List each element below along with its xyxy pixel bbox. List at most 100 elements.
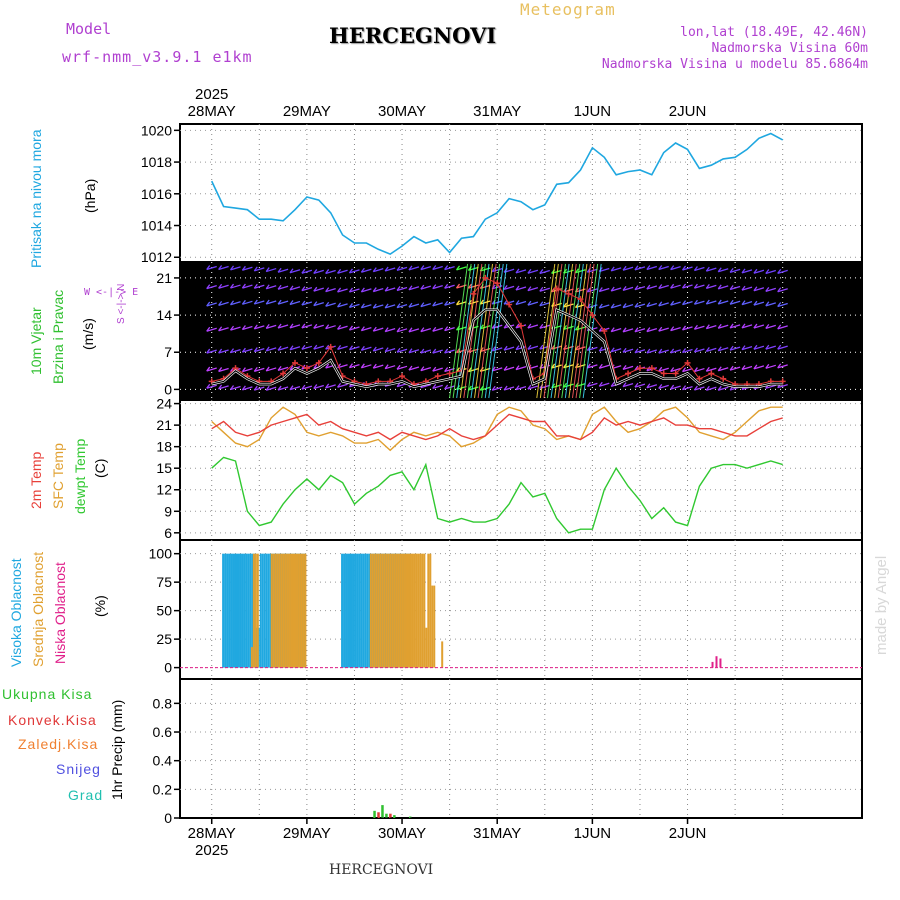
wind-arrow-head xyxy=(515,385,520,390)
wind-arrow xyxy=(349,288,360,293)
wind-arrow xyxy=(408,366,420,371)
x-date-label-bottom: 28MAY xyxy=(188,825,236,842)
wind-arrow xyxy=(325,325,336,330)
wind-arrow xyxy=(646,285,658,290)
wind-arrow xyxy=(658,265,669,271)
wind-arrow-head xyxy=(610,381,615,387)
wind-arrow xyxy=(682,300,693,306)
wind-hatch xyxy=(488,263,508,399)
wind-arrow xyxy=(206,285,217,290)
wind-arrow-head xyxy=(432,284,437,289)
wind-arrow xyxy=(718,386,729,391)
wind-arrow-head xyxy=(670,384,675,390)
wind-arrow xyxy=(765,302,776,307)
wind-arrow-head xyxy=(670,300,675,306)
temp-tick-label: 15 xyxy=(156,460,172,476)
wind-arrow-head xyxy=(265,267,270,272)
wind-arrow xyxy=(384,267,396,272)
wind-arrow xyxy=(420,265,432,271)
precip-total-bar xyxy=(393,815,396,818)
wind-arrow xyxy=(432,265,443,271)
temp-tick-label: 18 xyxy=(156,439,172,455)
precip-tick-label: 0.8 xyxy=(153,695,173,711)
wind-arrow xyxy=(337,345,348,350)
wind-arrow xyxy=(575,346,586,351)
wind-arrow-head xyxy=(717,267,722,273)
wind-arrow xyxy=(218,327,229,332)
wind-arrow xyxy=(289,324,301,329)
x-date-label-bottom: 29MAY xyxy=(283,825,331,842)
wind-arrow-head xyxy=(693,367,698,372)
wind-arrow-head xyxy=(658,265,663,270)
wind-arrow xyxy=(682,348,693,354)
wind-arrow-head xyxy=(705,346,710,352)
wind-hatch xyxy=(449,263,469,399)
wind-arrow xyxy=(765,384,776,389)
wind-speed-line xyxy=(211,308,783,388)
wind-arrow xyxy=(230,266,241,271)
wind-arrow xyxy=(242,266,253,271)
wind-arrow-head xyxy=(206,301,211,307)
wind-arrow xyxy=(646,349,658,354)
wind-arrow-head xyxy=(277,267,282,273)
dewpoint-line xyxy=(211,456,783,534)
wind-arrow xyxy=(456,326,467,331)
wind-arrow-head xyxy=(574,345,579,351)
cloud-high-bar xyxy=(245,553,248,668)
cloud-high-bar xyxy=(243,553,246,668)
wind-arrow xyxy=(230,284,241,289)
wind-arrow xyxy=(527,287,539,292)
wind-arrow xyxy=(301,286,313,292)
wind-arrow xyxy=(408,349,420,354)
wind-gust-point xyxy=(625,370,632,377)
cloud-mid-bar xyxy=(379,553,382,668)
wind-arrow xyxy=(408,328,420,333)
wind-arrow-head xyxy=(527,286,532,292)
wind-arrow-head xyxy=(229,348,235,354)
cloud-mid-bar xyxy=(403,553,406,668)
wind-arrow-head xyxy=(753,268,758,274)
wind-arrow xyxy=(289,346,301,351)
wind-arrow xyxy=(325,384,336,389)
cloud-high-bar xyxy=(239,553,242,668)
wind-arrow-head xyxy=(289,268,294,274)
wind-arrow-head xyxy=(717,323,722,329)
wind-gust-point xyxy=(518,322,524,329)
wind-arrow xyxy=(587,346,598,352)
wind-arrow-head xyxy=(705,385,710,391)
wind-arrow-head xyxy=(622,265,627,271)
x-date-label-top: 31MAY xyxy=(473,103,521,120)
wind-arrow xyxy=(206,367,217,372)
wind-arrow xyxy=(694,266,705,272)
wind-arrow xyxy=(206,302,217,307)
wind-arrow xyxy=(753,269,765,274)
sfc-temp-line xyxy=(211,406,783,452)
wind-arrow-head xyxy=(765,269,770,274)
wind-arrow-head xyxy=(765,363,770,369)
wind-arrow-head xyxy=(444,265,449,270)
temp-tick-label: 9 xyxy=(164,503,172,519)
model-altitude-label: Nadmorska Visina u modelu 85.6864m xyxy=(601,57,868,72)
wind-arrow xyxy=(313,269,324,275)
wind-gust-point xyxy=(280,370,287,377)
wind-arrow-head xyxy=(384,286,389,292)
wind-arrow xyxy=(706,347,717,353)
wind-arrow xyxy=(741,269,753,274)
wind-arrow xyxy=(301,301,313,306)
wind-arrow xyxy=(325,269,336,275)
wind-arrow-head xyxy=(372,267,377,273)
wind-arrow-head xyxy=(372,346,377,352)
wind-arrow xyxy=(420,366,432,372)
wind-arrow xyxy=(373,304,384,309)
cloud-mid-bar xyxy=(409,553,412,668)
cloud-mid-bar xyxy=(401,553,404,668)
wind-arrow-head xyxy=(265,346,270,352)
wind-arrow-head xyxy=(325,301,330,307)
wind-arrow-head xyxy=(598,346,603,352)
wind-arrow-head xyxy=(432,366,437,372)
wind-arrow-head xyxy=(634,265,639,271)
cloud-tick-label: 0 xyxy=(164,660,172,676)
wind-arrow xyxy=(610,328,622,333)
cloud-high-bar xyxy=(354,553,357,668)
cloud-high-bar xyxy=(364,553,367,668)
